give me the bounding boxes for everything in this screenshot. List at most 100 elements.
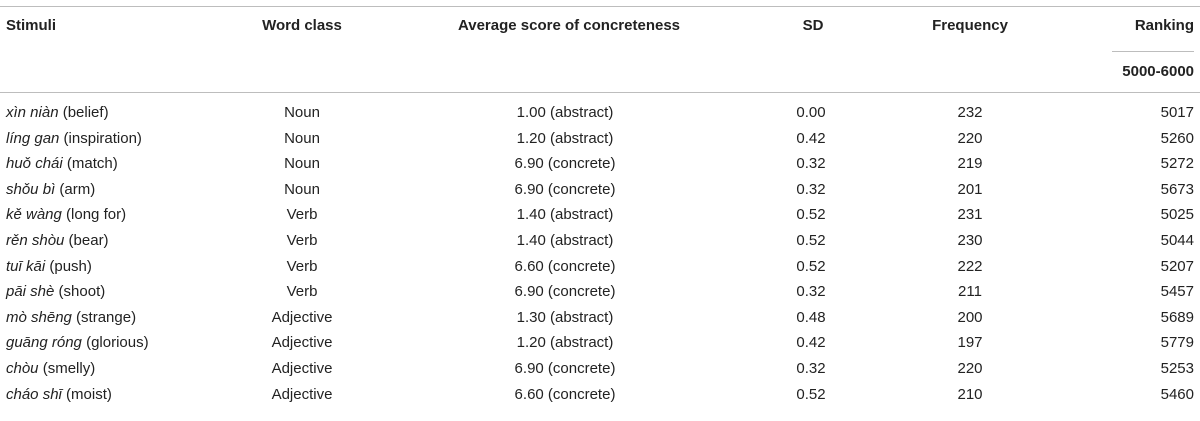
table-body: xìn niàn (belief) Noun 1.00 (abstract) 0.00… — [0, 100, 1200, 407]
cell-stimulus: chòu (smelly) — [6, 356, 95, 382]
cell-sd: 0.32 — [796, 359, 826, 377]
table-row: chòu (smelly) Adjective 6.90 (concrete) 0.3… — [0, 356, 1200, 382]
cell-stimulus: huǒ chái (match) — [6, 151, 118, 177]
cell-average-score: 1.20 (abstract) — [516, 334, 614, 352]
table-row: pāi shè (shoot) Verb 6.90 (concrete) 0.32 21… — [0, 279, 1200, 305]
stimulus-pinyin: huǒ chái — [6, 155, 63, 173]
cell-average-score: 6.60 (concrete) — [514, 385, 616, 403]
header-ranking-range: 5000-6000 — [1122, 63, 1194, 80]
cell-frequency: 231 — [957, 206, 983, 224]
cell-frequency: 211 — [958, 283, 982, 301]
stimulus-pinyin: guāng róng — [6, 334, 82, 352]
table-row: guāng róng (glorious) Adjective 1.20 (abst… — [0, 330, 1200, 356]
cell-stimulus: shǒu bì (arm) — [6, 177, 95, 203]
cell-ranking: 5460 — [1160, 385, 1194, 403]
stimulus-pinyin: shǒu bì — [6, 180, 56, 198]
cell-ranking: 5779 — [1160, 334, 1194, 352]
cell-word-class: Verb — [286, 231, 318, 249]
cell-word-class: Noun — [284, 129, 320, 147]
cell-average-score: 1.20 (abstract) — [516, 129, 614, 147]
cell-ranking: 5272 — [1160, 155, 1194, 173]
cell-sd: 0.32 — [796, 155, 826, 173]
cell-stimulus: líng gan (inspiration) — [6, 126, 142, 152]
cell-stimulus: cháo shī (moist) — [6, 382, 112, 408]
cell-sd: 0.32 — [796, 180, 826, 198]
cell-ranking: 5253 — [1160, 359, 1194, 377]
cell-average-score: 6.90 (concrete) — [514, 283, 616, 301]
stimulus-pinyin: líng gan — [6, 129, 60, 147]
cell-word-class: Noun — [284, 180, 320, 198]
cell-frequency: 220 — [957, 129, 983, 147]
cell-sd: 0.52 — [796, 257, 826, 275]
table-row: mò shēng (strange) Adjective 1.30 (abstrac… — [0, 305, 1200, 331]
cell-word-class: Verb — [286, 257, 318, 275]
cell-word-class: Adjective — [271, 385, 333, 403]
cell-word-class: Noun — [284, 104, 320, 121]
table-row: kě wàng (long for) Verb 1.40 (abstract) 0.5… — [0, 202, 1200, 228]
ranking-sub-rule — [1112, 51, 1194, 52]
cell-stimulus: rěn shòu (bear) — [6, 228, 109, 254]
cell-ranking: 5044 — [1160, 231, 1194, 249]
stimulus-pinyin: cháo shī — [6, 385, 62, 403]
stimulus-gloss: (glorious) — [81, 334, 149, 352]
table-row: tuī kāi (push) Verb 6.60 (concrete) 0.52 222… — [0, 254, 1200, 280]
cell-frequency: 220 — [957, 359, 983, 377]
stimulus-gloss: (shoot) — [54, 283, 106, 301]
table-row: líng gan (inspiration) Noun 1.20 (abstract… — [0, 126, 1200, 152]
table-row: rěn shòu (bear) Verb 1.40 (abstract) 0.52 23… — [0, 228, 1200, 254]
cell-average-score: 1.30 (abstract) — [516, 308, 614, 326]
cell-ranking: 5260 — [1160, 129, 1194, 147]
cell-average-score: 6.90 (concrete) — [514, 155, 616, 173]
header-frequency: Frequency — [932, 17, 1008, 34]
cell-ranking: 5017 — [1160, 104, 1194, 121]
cell-average-score: 6.90 (concrete) — [514, 180, 616, 198]
cell-sd: 0.52 — [796, 385, 826, 403]
stimulus-gloss: (belief) — [58, 104, 109, 121]
stimulus-gloss: (match) — [62, 155, 118, 173]
stimulus-gloss: (moist) — [61, 385, 112, 403]
cell-stimulus: tuī kāi (push) — [6, 254, 92, 280]
cell-frequency: 219 — [957, 155, 983, 173]
stimulus-gloss: (inspiration) — [59, 129, 142, 147]
stimulus-gloss: (strange) — [71, 308, 137, 326]
cell-stimulus: mò shēng (strange) — [6, 305, 136, 331]
cell-sd: 0.00 — [796, 104, 826, 121]
table-header-rule — [0, 92, 1200, 93]
header-ranking: Ranking — [1134, 17, 1194, 34]
table-row: huǒ chái (match) Noun 6.90 (concrete) 0.32 2… — [0, 151, 1200, 177]
header-word-class: Word class — [262, 17, 342, 34]
table-row: shǒu bì (arm) Noun 6.90 (concrete) 0.32 201 5… — [0, 177, 1200, 203]
cell-frequency: 197 — [957, 334, 983, 352]
cell-sd: 0.48 — [796, 308, 826, 326]
table-row: cháo shī (moist) Adjective 6.60 (concrete)… — [0, 382, 1200, 408]
cell-sd: 0.42 — [796, 129, 826, 147]
cell-stimulus: xìn niàn (belief) — [6, 100, 109, 126]
table-top-rule — [0, 6, 1200, 7]
cell-sd: 0.52 — [796, 206, 826, 224]
cell-ranking: 5673 — [1160, 180, 1194, 198]
stimulus-gloss: (arm) — [55, 180, 96, 198]
stimulus-pinyin: tuī kāi — [6, 257, 46, 275]
cell-sd: 0.52 — [796, 231, 826, 249]
cell-word-class: Verb — [286, 206, 318, 224]
cell-frequency: 232 — [957, 104, 983, 121]
cell-stimulus: guāng róng (glorious) — [6, 330, 149, 356]
cell-stimulus: kě wàng (long for) — [6, 202, 126, 228]
stimulus-gloss: (smelly) — [38, 359, 96, 377]
cell-average-score: 6.60 (concrete) — [514, 257, 616, 275]
stimulus-pinyin: pāi shè — [6, 283, 55, 301]
cell-ranking: 5025 — [1160, 206, 1194, 224]
cell-ranking: 5689 — [1160, 308, 1194, 326]
cell-ranking: 5207 — [1160, 257, 1194, 275]
cell-average-score: 1.00 (abstract) — [516, 104, 614, 121]
stimulus-pinyin: chòu — [6, 359, 39, 377]
cell-average-score: 1.40 (abstract) — [516, 231, 614, 249]
stimulus-gloss: (bear) — [64, 231, 109, 249]
cell-word-class: Noun — [284, 155, 320, 173]
stimulus-pinyin: xìn niàn — [6, 104, 59, 121]
header-stimuli: Stimuli — [6, 17, 57, 34]
cell-average-score: 6.90 (concrete) — [514, 359, 616, 377]
table-row: xìn niàn (belief) Noun 1.00 (abstract) 0.00… — [0, 100, 1200, 126]
header-sd: SD — [802, 17, 824, 34]
